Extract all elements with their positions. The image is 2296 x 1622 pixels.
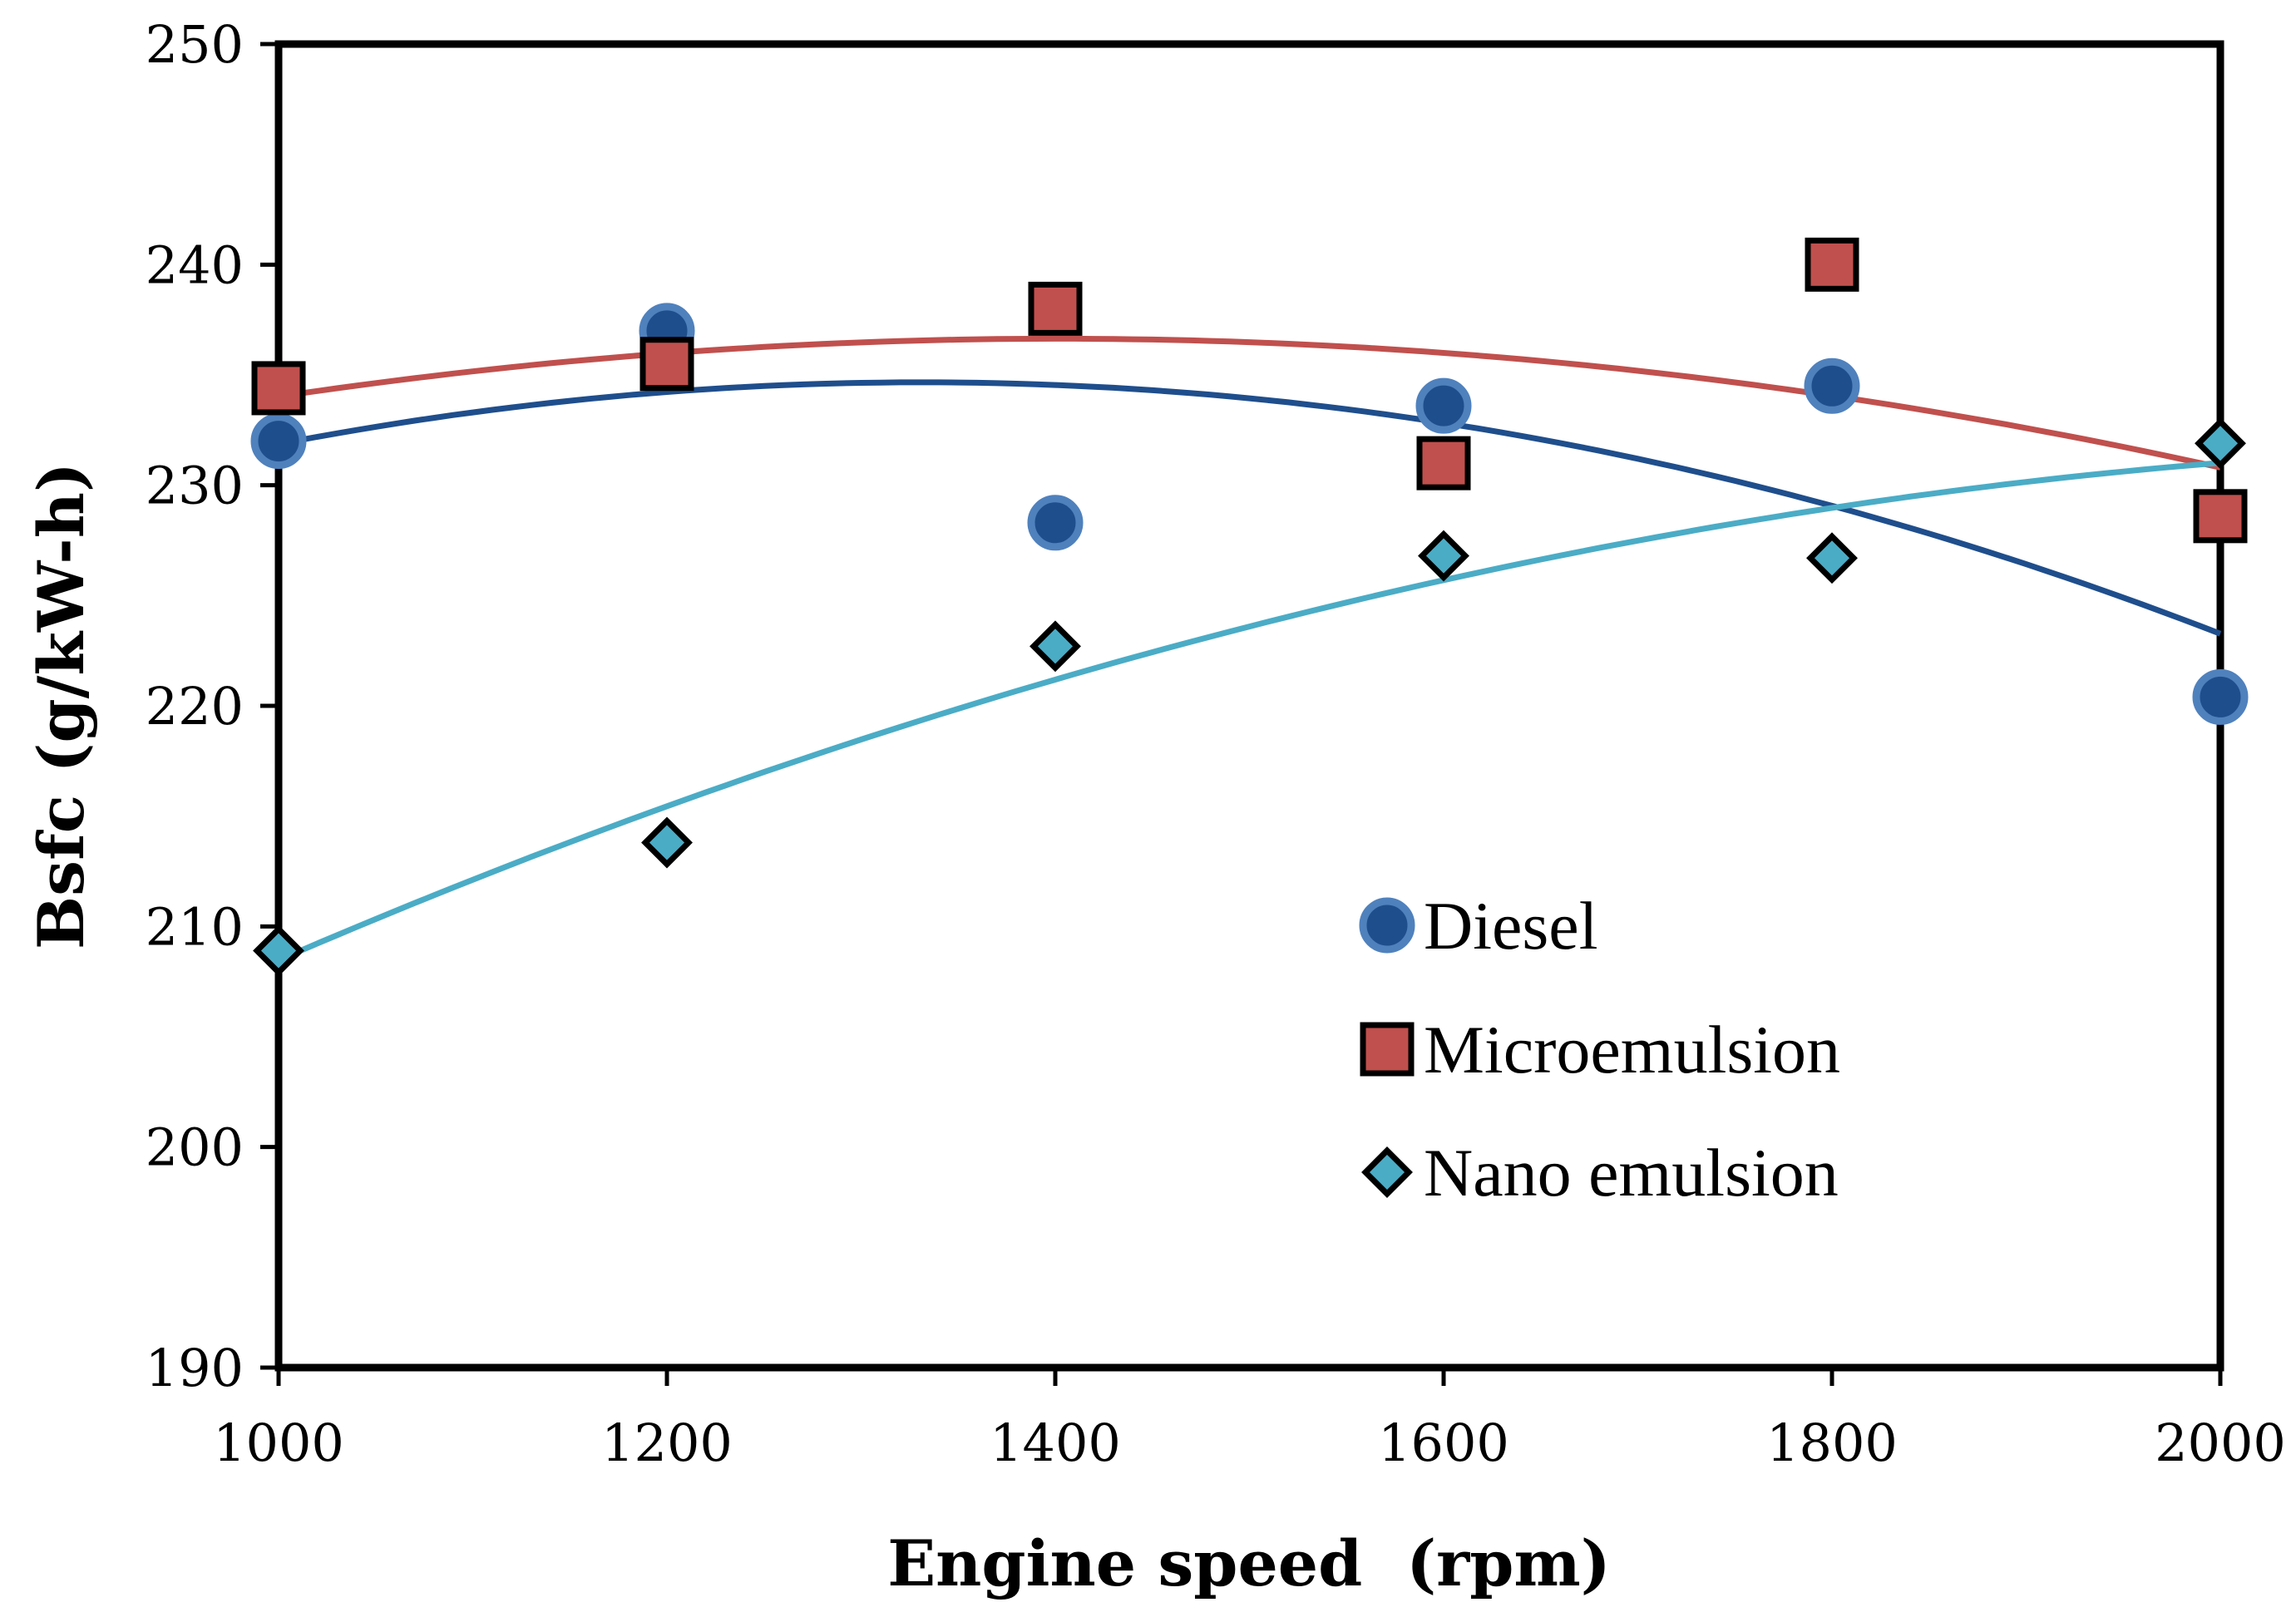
diesel-point: [1027, 495, 1084, 551]
legend-label-diesel: Diesel: [1424, 888, 1597, 964]
microemulsion-point: [639, 337, 694, 392]
legend: Diesel Microemulsion Nano emulsion: [1359, 888, 1840, 1210]
x-axis-title: Engine speed (rpm): [887, 1526, 1610, 1600]
x-tick-label: 1000: [213, 1412, 344, 1473]
y-tick-label: 200: [146, 1117, 244, 1178]
y-tick-label: 190: [146, 1338, 244, 1398]
legend-label-nano-emulsion: Nano emulsion: [1424, 1135, 1839, 1210]
y-axis-title: Bsfc (g/kW-h): [24, 462, 98, 949]
x-tick-label: 2000: [2155, 1412, 2286, 1473]
plot-area: [274, 40, 2224, 1372]
nano-emulsion-point: [641, 816, 693, 869]
nano-emulsion-point: [253, 924, 304, 977]
legend-marker-nano-emulsion: [1361, 1146, 1413, 1198]
x-tick-label: 1400: [990, 1412, 1121, 1473]
diesel-point: [250, 413, 307, 470]
y-tick-label: 230: [146, 456, 244, 516]
diesel-point: [2192, 668, 2249, 725]
microemulsion-point: [1028, 281, 1083, 336]
x-tick-label: 1200: [601, 1412, 733, 1473]
nano-emulsion-point: [2195, 417, 2246, 470]
x-tick-label: 1600: [1378, 1412, 1509, 1473]
microemulsion-point: [1805, 237, 1859, 292]
nano-emulsion-point: [1418, 530, 1469, 582]
trendline-diesel: [278, 379, 2222, 637]
nano-emulsion-point: [1029, 620, 1081, 673]
y-tick-label: 220: [146, 676, 244, 737]
legend-marker-diesel: [1359, 897, 1415, 954]
microemulsion-point: [251, 361, 306, 416]
trendlines: [277, 335, 2222, 964]
y-tick-label: 240: [146, 234, 244, 295]
x-tick-label: 1800: [1766, 1412, 1898, 1473]
trendline-microemulsion: [278, 335, 2221, 471]
data-markers: [250, 237, 2249, 977]
legend-marker-microemulsion: [1360, 1022, 1415, 1077]
diesel-point: [1415, 377, 1472, 434]
diesel-point: [1804, 357, 1860, 414]
y-tick-label: 250: [146, 14, 244, 75]
nano-emulsion-point: [1806, 532, 1858, 584]
legend-label-microemulsion: Microemulsion: [1424, 1012, 1840, 1087]
microemulsion-point: [2193, 489, 2248, 544]
x-axis-ticks: 1000 1200 1400 1600 1800 2000: [213, 1368, 2286, 1473]
microemulsion-point: [1416, 436, 1471, 491]
y-tick-label: 210: [146, 896, 244, 957]
trendline-nano-emulsion: [277, 460, 2221, 964]
y-axis-ticks: 190 200 210 220 230 240 250: [146, 14, 279, 1398]
